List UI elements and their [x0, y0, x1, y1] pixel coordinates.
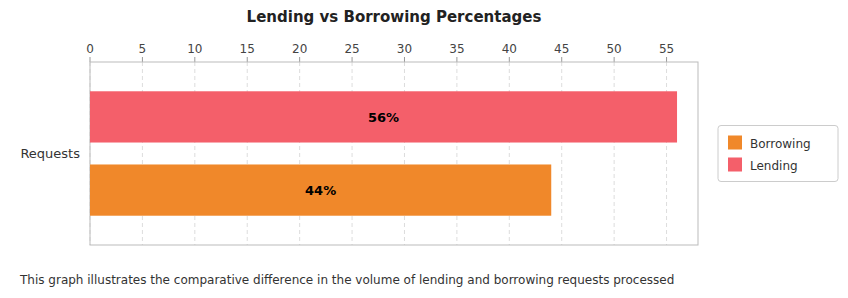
grid-line	[194, 62, 195, 245]
tick-mark	[194, 57, 195, 62]
grid-line	[247, 62, 248, 245]
x-axis: 0 5 10 15 20 25 30 35 40 45 50 55	[86, 42, 674, 62]
tick-mark	[299, 57, 300, 62]
grid-line	[352, 62, 353, 245]
tick-mark	[90, 57, 91, 62]
subtitle: This graph illustrates the comparative d…	[19, 273, 674, 287]
tick-mark	[142, 57, 143, 62]
plot-frame	[90, 62, 698, 245]
grid-line	[142, 62, 143, 245]
tick-mark	[561, 57, 562, 62]
grid-line	[404, 62, 405, 245]
tick-label: 20	[292, 42, 307, 56]
tick-label: 5	[139, 42, 147, 56]
tick-mark	[456, 57, 457, 62]
tick-mark	[614, 57, 615, 62]
grid-line	[561, 62, 562, 245]
title: Lending vs Borrowing Percentages	[247, 8, 542, 26]
tick-mark	[247, 57, 248, 62]
bar	[90, 164, 551, 215]
legend-swatch	[728, 136, 742, 150]
grid-line	[614, 62, 615, 245]
tick-mark	[509, 57, 510, 62]
tick-label: 35	[449, 42, 464, 56]
tick-mark	[404, 57, 405, 62]
chart-container: Lending vs Borrowing Percentages 0 5 10 15 20…	[0, 0, 848, 298]
tick-label: 25	[344, 42, 359, 56]
grid-line	[666, 62, 667, 245]
data-label: 44%	[305, 183, 336, 198]
legend-label: Lending	[750, 159, 798, 173]
grid-line	[456, 62, 457, 245]
legend-box	[718, 126, 838, 182]
background	[0, 0, 848, 298]
legend: Borrowing Lending	[718, 126, 838, 182]
grid-line	[509, 62, 510, 245]
tick-label: 30	[397, 42, 412, 56]
tick-mark	[666, 57, 667, 62]
tick-label: 15	[240, 42, 255, 56]
tick-label: 10	[187, 42, 202, 56]
grid-line	[299, 62, 300, 245]
bars	[90, 91, 677, 215]
data-labels: 44% 56%	[305, 110, 399, 198]
tick-label: 45	[554, 42, 569, 56]
legend-swatch	[728, 158, 742, 172]
y-axis: Requests	[20, 146, 80, 161]
grid	[90, 62, 667, 245]
chart-svg: Lending vs Borrowing Percentages 0 5 10 15 20…	[0, 0, 848, 298]
tick-label: 55	[659, 42, 674, 56]
bar	[90, 91, 677, 142]
data-label: 56%	[368, 110, 399, 125]
tick-mark	[352, 57, 353, 62]
tick-label: 50	[606, 42, 621, 56]
tick-label: 40	[502, 42, 517, 56]
category-label: Requests	[20, 146, 80, 161]
tick-label: 0	[86, 42, 94, 56]
legend-label: Borrowing	[750, 137, 811, 151]
